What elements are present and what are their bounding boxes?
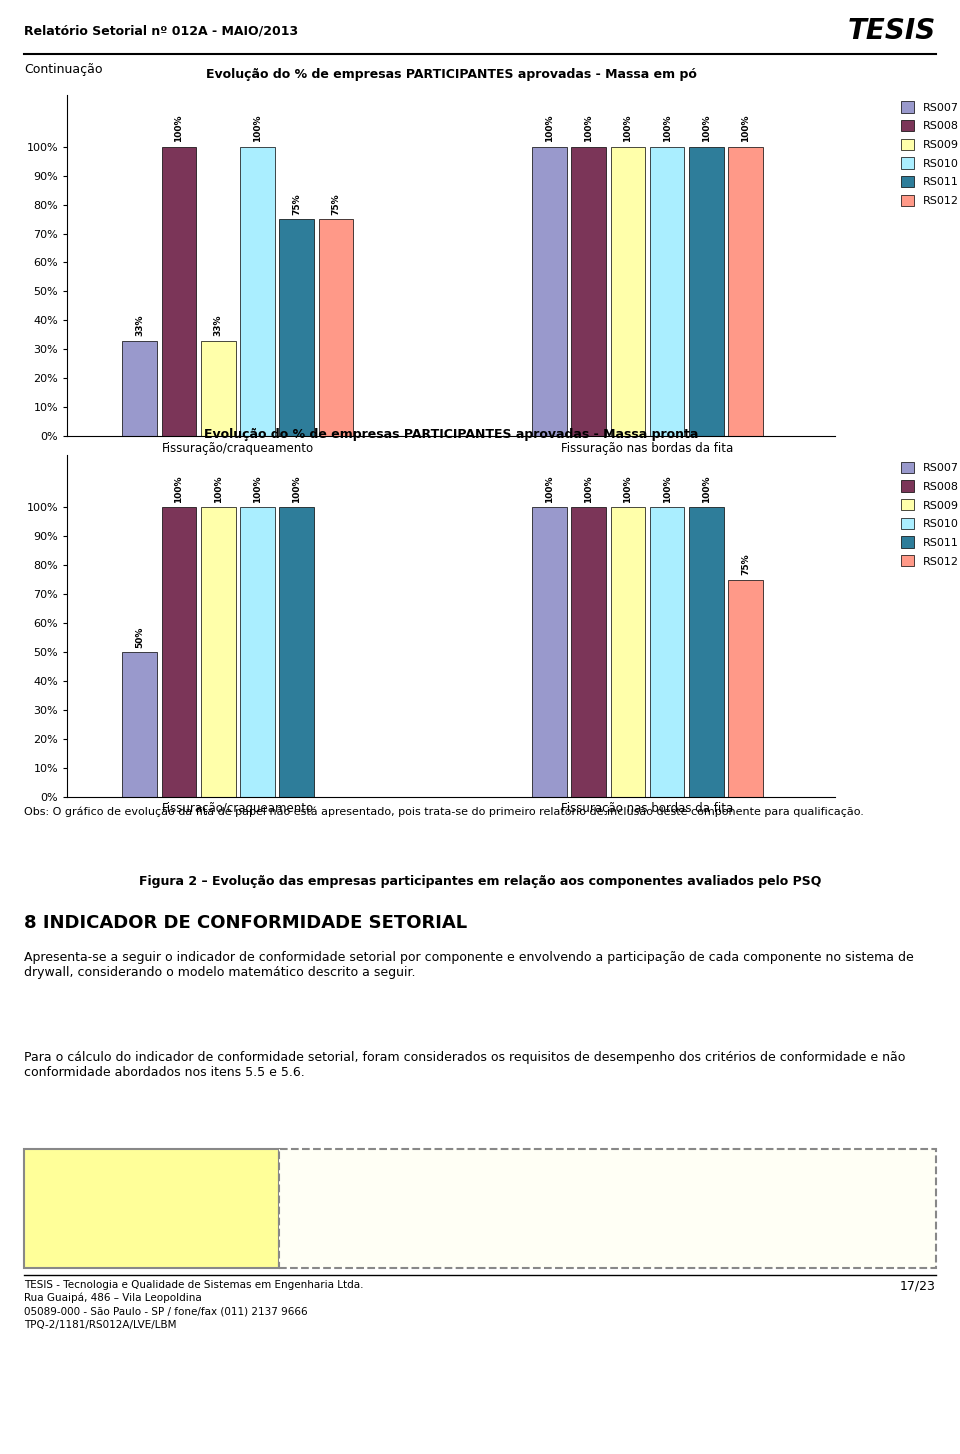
Text: 100%: 100% <box>545 115 554 142</box>
Bar <box>689 507 724 797</box>
Bar <box>571 507 606 797</box>
Text: 100%: 100% <box>662 115 672 142</box>
Bar <box>650 147 684 436</box>
Text: Pr  *  Prc/100:  % da produção nacional relativa às marcas
acompanhadas em confo: Pr * Prc/100: % da produção nacional rel… <box>300 1237 642 1266</box>
Text: 33%: 33% <box>135 316 144 336</box>
Text: 100%: 100% <box>623 115 633 142</box>
Text: 100%: 100% <box>253 475 262 503</box>
Text: 100%: 100% <box>175 115 183 142</box>
Bar <box>279 507 314 797</box>
Text: 100%: 100% <box>662 475 672 503</box>
Text: 33%: 33% <box>214 316 223 336</box>
Bar <box>201 507 235 797</box>
Text: 100%: 100% <box>741 115 750 142</box>
Bar <box>201 340 235 436</box>
Text: Figura 2 – Evolução das empresas participantes em relação aos componentes avalia: Figura 2 – Evolução das empresas partici… <box>139 875 821 887</box>
Bar <box>161 507 196 797</box>
Text: 100%: 100% <box>702 115 710 142</box>
Bar <box>123 651 157 797</box>
Text: Apresenta-se a seguir o indicador de conformidade setorial por componente e envo: Apresenta-se a seguir o indicador de con… <box>24 951 914 979</box>
Text: 75%: 75% <box>331 193 341 215</box>
Text: 100%: 100% <box>584 475 593 503</box>
Text: 50%: 50% <box>135 627 144 647</box>
Text: Para o cálculo do indicador de conformidade setorial, foram considerados os requ: Para o cálculo do indicador de conformid… <box>24 1051 905 1079</box>
Text: 100%: 100% <box>623 475 633 503</box>
Text: Pp: % da produção nacional relativa às empresas participantes: Pp: % da produção nacional relativa às e… <box>300 1188 672 1201</box>
Text: 100%: 100% <box>175 475 183 503</box>
Bar <box>123 340 157 436</box>
Text: 100%: 100% <box>214 475 223 503</box>
Bar <box>689 147 724 436</box>
Text: 8 INDICADOR DE CONFORMIDADE SETORIAL: 8 INDICADOR DE CONFORMIDADE SETORIAL <box>24 915 468 932</box>
Legend: RS007, RS008, RS009, RS010, RS011, RS012: RS007, RS008, RS009, RS010, RS011, RS012 <box>900 100 960 206</box>
Bar <box>650 507 684 797</box>
Bar <box>729 147 763 436</box>
Text: TESIS: TESIS <box>848 16 936 45</box>
Bar <box>279 220 314 436</box>
Text: TESIS - Tecnologia e Qualidade de Sistemas em Engenharia Ltda.
Rua Guaipá, 486 –: TESIS - Tecnologia e Qualidade de Sistem… <box>24 1280 364 1330</box>
Bar <box>532 507 566 797</box>
Text: Relatório Setorial nº 012A - MAIO/2013: Relatório Setorial nº 012A - MAIO/2013 <box>24 25 299 36</box>
Bar <box>240 147 275 436</box>
Text: 17/23: 17/23 <box>900 1280 936 1293</box>
Bar <box>611 147 645 436</box>
Text: 100%: 100% <box>584 115 593 142</box>
Text: 100%: 100% <box>253 115 262 142</box>
Text: Ic: indicador de conformidade setorial: Ic: indicador de conformidade setorial <box>300 1163 523 1176</box>
Bar <box>611 507 645 797</box>
Bar <box>571 147 606 436</box>
Text: Obs: O gráfico de evolução da fita de papel não está apresentado, pois trata-se : Obs: O gráfico de evolução da fita de pa… <box>24 807 864 817</box>
Title: Evolução do % de empresas PARTICIPANTES aprovadas - Massa pronta: Evolução do % de empresas PARTICIPANTES … <box>204 429 698 442</box>
Legend: RS007, RS008, RS009, RS010, RS011, RS012: RS007, RS008, RS009, RS010, RS011, RS012 <box>900 461 960 567</box>
Bar <box>240 507 275 797</box>
Text: 75%: 75% <box>741 554 750 576</box>
Bar <box>319 220 353 436</box>
Text: 75%: 75% <box>292 193 301 215</box>
Text: Continuação: Continuação <box>24 64 103 76</box>
Bar <box>161 147 196 436</box>
Bar <box>532 147 566 436</box>
Text: 100%: 100% <box>292 475 301 503</box>
Text: Ppc: % da produção das empresas participantes em conformidade: Ppc: % da produção das empresas particip… <box>300 1213 692 1226</box>
Text: Ic(%)=: Ic(%)= <box>39 1201 96 1216</box>
Bar <box>729 580 763 797</box>
Text: 100%: 100% <box>702 475 710 503</box>
Text: 100%: 100% <box>545 475 554 503</box>
Title: Evolução do % de empresas PARTICIPANTES aprovadas - Massa em pó: Evolução do % de empresas PARTICIPANTES … <box>205 68 697 81</box>
Text: $\left( P_p \cdot \dfrac{P_{pc}}{100} + P_r \cdot \dfrac{P_{rc}}{100} \right)$: $\left( P_p \cdot \dfrac{P_{pc}}{100} + … <box>48 1188 214 1229</box>
